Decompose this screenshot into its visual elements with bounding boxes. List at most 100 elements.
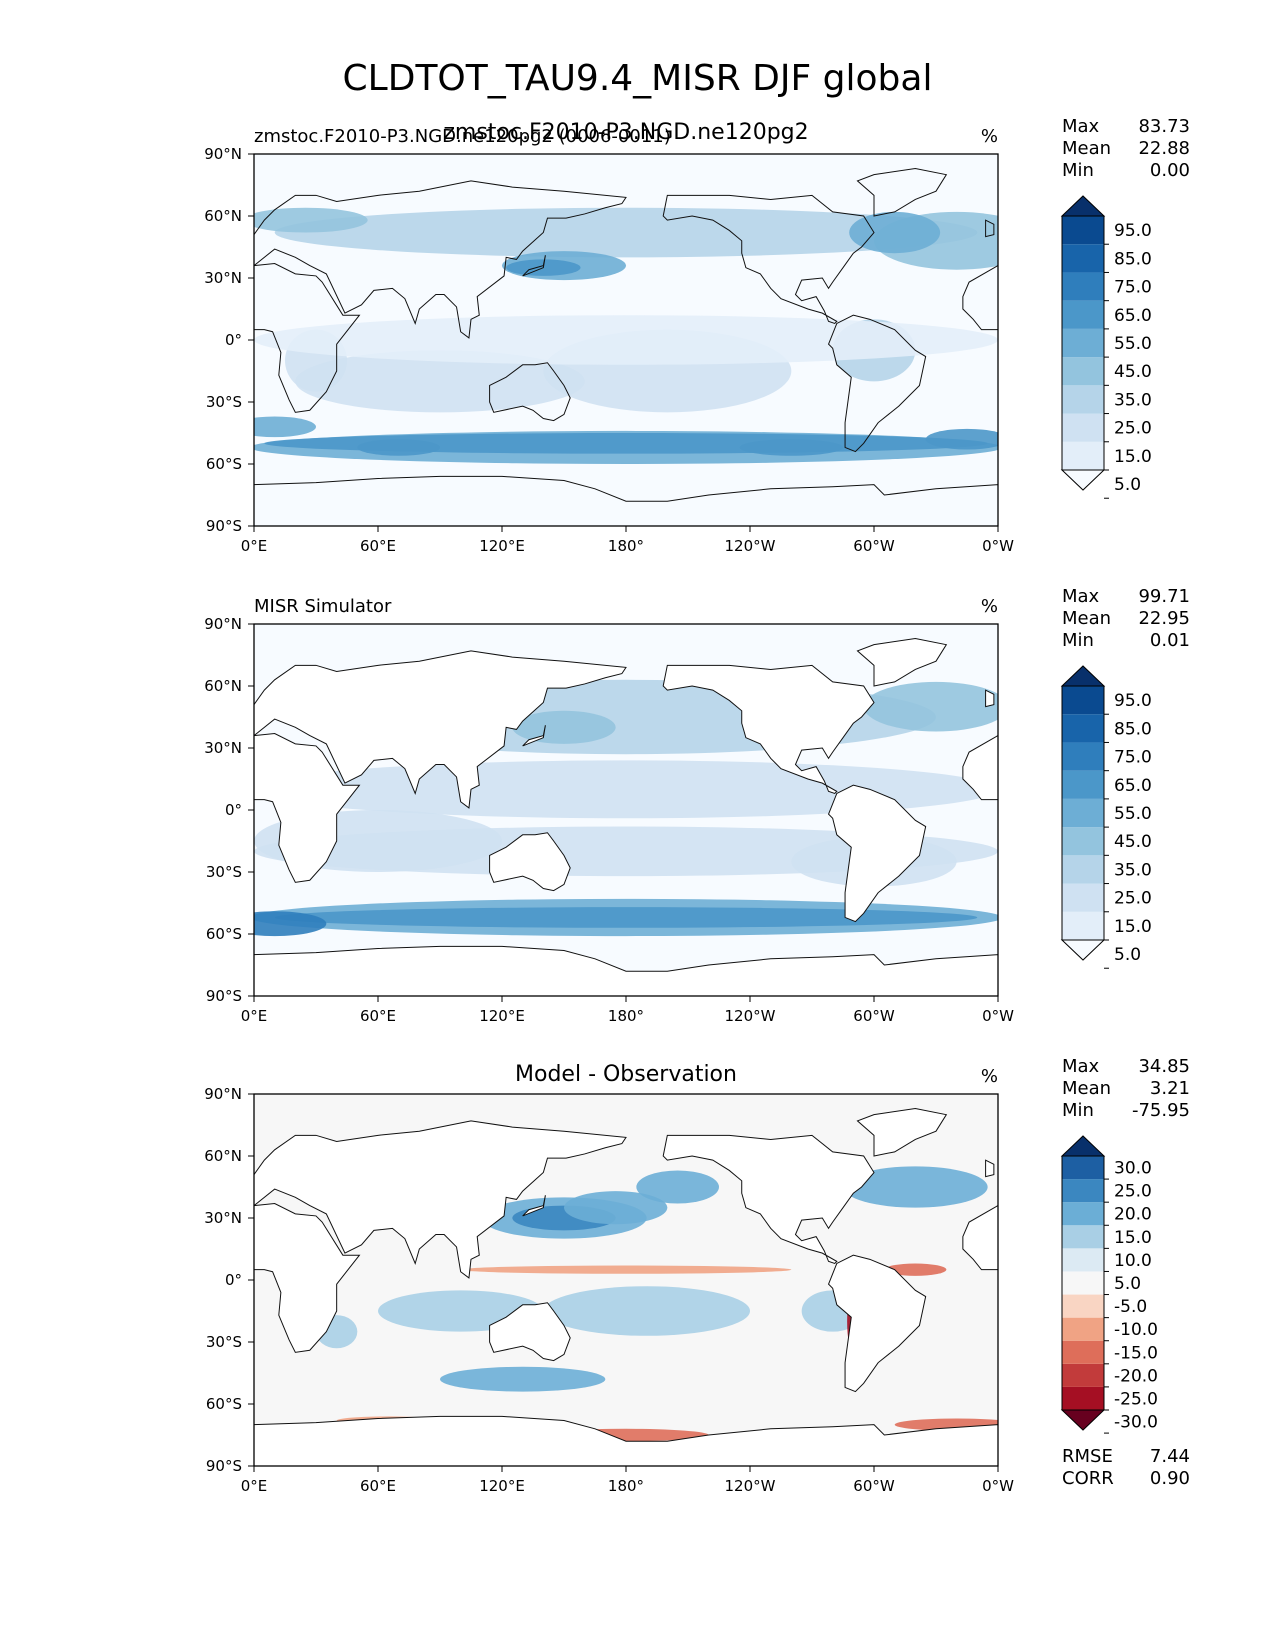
colorbar-segment [1062,216,1104,245]
panel-title: Model - Observation [515,1062,737,1087]
x-tick-label: 0°W [982,1007,1014,1025]
stats-box: Max 34.85 Mean 3.21 Min -75.95 [1062,1056,1190,1122]
field-contour [512,710,616,744]
y-tick-label: 0° [225,331,242,349]
error-stats-box: RMSE 7.44 CORR 0.90 [1062,1446,1190,1490]
panel-left-label: zmstoc.F2010-P3.NGD.ne120pg2 (0006-0011) [254,126,671,147]
colorbar-frame [1061,1155,1105,1411]
colorbar-segment [1062,883,1104,912]
x-tick-label: 180° [608,1477,644,1495]
colorbar-tick-label: 5.0 [1114,945,1141,965]
land-antarctica [254,475,998,526]
field-contour [254,416,316,438]
colorbar: 95.0 85.0 75.0 65.0 55.0 45.0 35.0 25.0 15.0 5.0 [1060,665,1152,969]
colorbar-segment [1062,244,1104,273]
colorbar-tick-label: 45.0 [1114,832,1152,852]
field-contour [543,1286,751,1336]
figure-title: CLDTOT_TAU9.4_MISR DJF global [342,58,933,99]
stat-rmse: RMSE 7.44 [1062,1446,1190,1467]
y-tick-label: 90°S [206,517,242,535]
y-tick-label: 90°S [206,987,242,1005]
colorbar-segment [1062,272,1104,301]
coastlines [254,1107,998,1466]
field-contour [254,911,327,937]
land-africa [254,263,361,413]
land-greenland [856,637,948,687]
y-tick-label: 60°S [206,925,242,943]
colorbar-segment [1062,770,1104,799]
colorbar-tick-label: 20.0 [1114,1205,1152,1225]
x-tick-label: 60°W [853,1007,895,1025]
stat-max: Max 83.73 [1062,116,1190,137]
land-namerica [662,194,875,325]
y-tick-label: 30°N [204,269,242,287]
colorbar-tick-label: 65.0 [1114,306,1152,326]
land-uk [985,1159,995,1178]
colorbar-segment [1062,798,1104,828]
x-tick-label: 0°E [241,1007,268,1025]
y-tick-label: 30°S [206,393,242,411]
field-contour [925,428,998,450]
land-eurasia [254,650,627,809]
y-tick-label: 90°S [206,1457,242,1475]
field-contour [843,1166,988,1208]
colorbar-segment [1062,1340,1104,1364]
land-australia [489,362,571,422]
land-westafrica [962,1205,998,1271]
colorbar-segment [1062,855,1104,884]
stat-mean: Mean 22.88 [1062,138,1190,159]
field-contour [254,315,998,365]
colorbar-segment [1062,413,1104,442]
y-tick-label: 90°N [204,145,242,163]
x-tick-label: 120°E [479,537,525,555]
x-tick-label: 60°E [360,537,396,555]
x-tick-label: 60°E [360,1007,396,1025]
x-tick-label: 0°W [982,537,1014,555]
colorbar-segment [1062,1248,1104,1272]
field-contour [254,207,368,233]
colorbar-tick-label: 5.0 [1114,475,1141,495]
colorbar-tick-label: 85.0 [1114,719,1152,739]
land-japan [522,1195,546,1217]
x-tick-label: 120°W [725,1477,776,1495]
stat-min: Min 0.01 [1062,630,1190,651]
x-tick-label: 0°W [982,1477,1014,1495]
colorbar-segment [1062,1179,1104,1203]
colorbar-segment [1062,385,1104,414]
colorbar: 95.0 85.0 75.0 65.0 55.0 45.0 35.0 25.0 15.0 5.0 [1060,195,1152,499]
field-contour [863,681,998,732]
colorbar-tick-label: 85.0 [1114,249,1152,269]
colorbar-tick-label: 75.0 [1114,278,1152,298]
field-contour [460,1265,792,1274]
land-samerica [827,314,927,453]
coastlines [254,167,998,526]
colorbar-segment [1062,911,1104,940]
y-tick-label: 60°N [204,677,242,695]
field-contour [739,439,843,456]
stat-max: Max 99.71 [1062,586,1190,607]
land-antarctica [254,945,998,996]
x-tick-label: 60°W [853,1477,895,1495]
colorbar-segment [1062,686,1104,715]
x-tick-label: 0°E [241,1477,268,1495]
colorbar-segment [1062,714,1104,743]
coastlines [254,637,998,996]
x-tick-label: 120°E [479,1477,525,1495]
colorbar-tick-label: -20.0 [1114,1366,1158,1386]
colorbar-tick-label: 55.0 [1114,804,1152,824]
colorbar-tick-label: 15.0 [1114,447,1152,467]
x-tick-label: 0°E [241,537,268,555]
land-uk [985,219,995,238]
colorbar-tick-label: 15.0 [1114,917,1152,937]
land-japan [522,725,546,747]
land-namerica [662,664,875,795]
y-tick-label: 0° [225,1271,242,1289]
field-contour [849,211,941,254]
land-samerica [827,784,927,923]
colorbar-segment [1062,357,1104,386]
colorbar-tick-label: 30.0 [1114,1159,1152,1179]
colorbar-frame [1061,685,1105,941]
colorbar-tick-label: 25.0 [1114,419,1152,439]
colorbar-extend-max [1060,1135,1106,1157]
